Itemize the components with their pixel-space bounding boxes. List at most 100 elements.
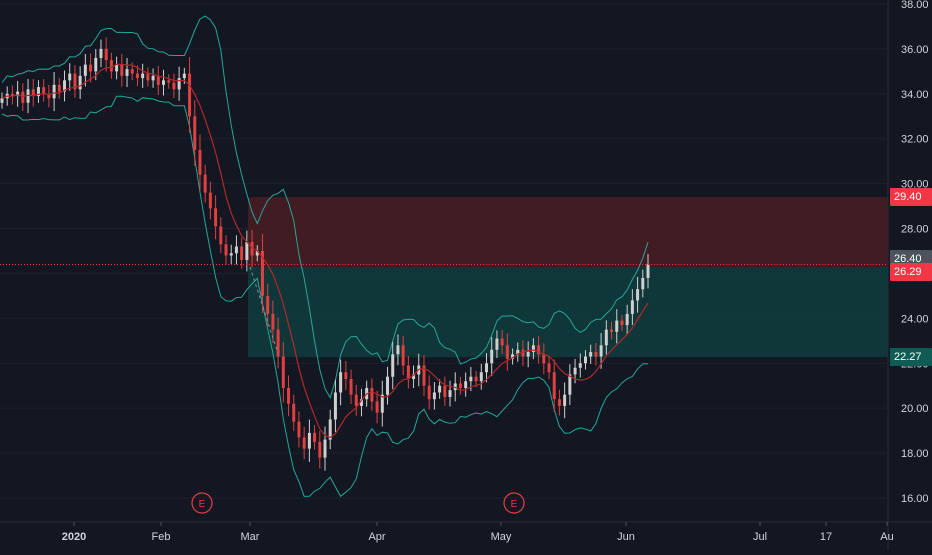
candle-body	[68, 73, 72, 81]
earnings-marker[interactable]	[503, 492, 525, 514]
candle-body	[99, 48, 103, 58]
candle-body	[16, 91, 20, 97]
candle-body	[63, 80, 67, 92]
price-tick-label: 36.00	[901, 44, 929, 56]
candle-body	[73, 73, 77, 90]
candle-body	[511, 354, 515, 359]
candle-body	[636, 289, 640, 301]
candle-body	[500, 338, 504, 346]
candle-body	[229, 253, 233, 256]
candle-body	[313, 432, 317, 442]
candle-body	[531, 345, 535, 353]
candle-body	[339, 372, 343, 393]
candle-body	[104, 48, 108, 61]
candle-body	[162, 80, 165, 85]
candle-body	[250, 242, 254, 256]
candle-body	[177, 78, 181, 90]
candle-body	[505, 345, 509, 359]
candle-body	[36, 87, 40, 97]
candle-body	[458, 383, 462, 388]
time-tick-label: 2020	[62, 531, 86, 543]
candle-body	[610, 329, 614, 332]
candle-body	[297, 421, 301, 438]
candle-body	[0, 98, 4, 103]
candle-body	[578, 363, 582, 368]
time-tick-label: Jul	[753, 531, 767, 543]
candle-body	[443, 385, 447, 397]
candle-body	[260, 251, 264, 296]
moving-average	[1, 63, 649, 439]
candle-body	[172, 82, 176, 90]
candle-body	[412, 374, 416, 379]
target-price-tag: 29.40	[890, 188, 932, 207]
candle-body	[333, 392, 337, 420]
candle-body	[141, 73, 145, 79]
bollinger-bands	[1, 15, 649, 498]
price-axis[interactable]: 38.0036.0034.0032.0030.0028.0026.0024.00…	[901, 0, 929, 505]
candle-body	[599, 345, 603, 357]
candle-body	[375, 401, 379, 413]
price-tick-label: 34.00	[901, 89, 929, 101]
candle-body	[396, 345, 400, 355]
candle-body	[271, 313, 275, 330]
candle-body	[255, 251, 259, 256]
candle-body	[302, 437, 306, 449]
earnings-marker[interactable]	[191, 492, 213, 514]
candle-body	[31, 89, 35, 97]
candle-body	[625, 313, 629, 326]
candle-body	[83, 64, 87, 76]
candle-body	[21, 91, 25, 103]
candle-body	[479, 372, 483, 382]
candle-body	[245, 242, 249, 260]
candle-body	[573, 367, 577, 375]
candle-body	[615, 320, 619, 332]
candle-body	[276, 329, 280, 357]
candle-body	[120, 64, 124, 76]
time-tick-label: May	[491, 531, 512, 543]
position-zones	[248, 197, 888, 358]
candle-body	[359, 399, 363, 406]
candle-body	[198, 149, 202, 175]
candle-body	[146, 73, 150, 81]
candle-body	[292, 403, 296, 422]
candle-body	[156, 75, 160, 85]
earnings-label: E	[511, 499, 518, 510]
candle-body	[630, 300, 634, 314]
candle-body	[641, 277, 645, 290]
stop-zone[interactable]	[248, 266, 888, 358]
candle-body	[208, 192, 212, 209]
time-tick-label: Apr	[368, 531, 385, 543]
candle-body	[526, 352, 530, 357]
candle-body	[485, 363, 488, 373]
candle-body	[287, 387, 291, 404]
candle-body	[391, 354, 395, 377]
price-tick-label: 20.00	[901, 403, 929, 415]
candle-body	[57, 84, 61, 92]
candle-body	[89, 64, 93, 72]
candle-body	[234, 246, 238, 254]
candle-body	[130, 69, 134, 74]
candle-body	[318, 441, 322, 458]
time-tick-label: Feb	[152, 531, 171, 543]
candle-body	[94, 57, 98, 72]
candle-body	[589, 352, 593, 357]
candle-body	[557, 399, 561, 406]
price-tick-label: 24.00	[901, 313, 929, 325]
candle-body	[563, 394, 567, 406]
time-tick-label: Jun	[617, 531, 635, 543]
price-tick-label: 28.00	[901, 224, 929, 236]
candle-body	[52, 84, 56, 99]
target-zone[interactable]	[248, 197, 888, 267]
candle-body	[115, 64, 119, 72]
candle-body	[495, 338, 499, 350]
candle-body	[427, 385, 431, 400]
candle-body	[537, 345, 541, 355]
candle-body	[224, 244, 228, 256]
candle-body	[604, 329, 608, 346]
candle-body	[620, 320, 624, 326]
time-axis[interactable]: 2020 Feb Mar Apr May Jun Jul 17 Au	[62, 522, 894, 543]
price-tick-label: 38.00	[901, 0, 929, 11]
